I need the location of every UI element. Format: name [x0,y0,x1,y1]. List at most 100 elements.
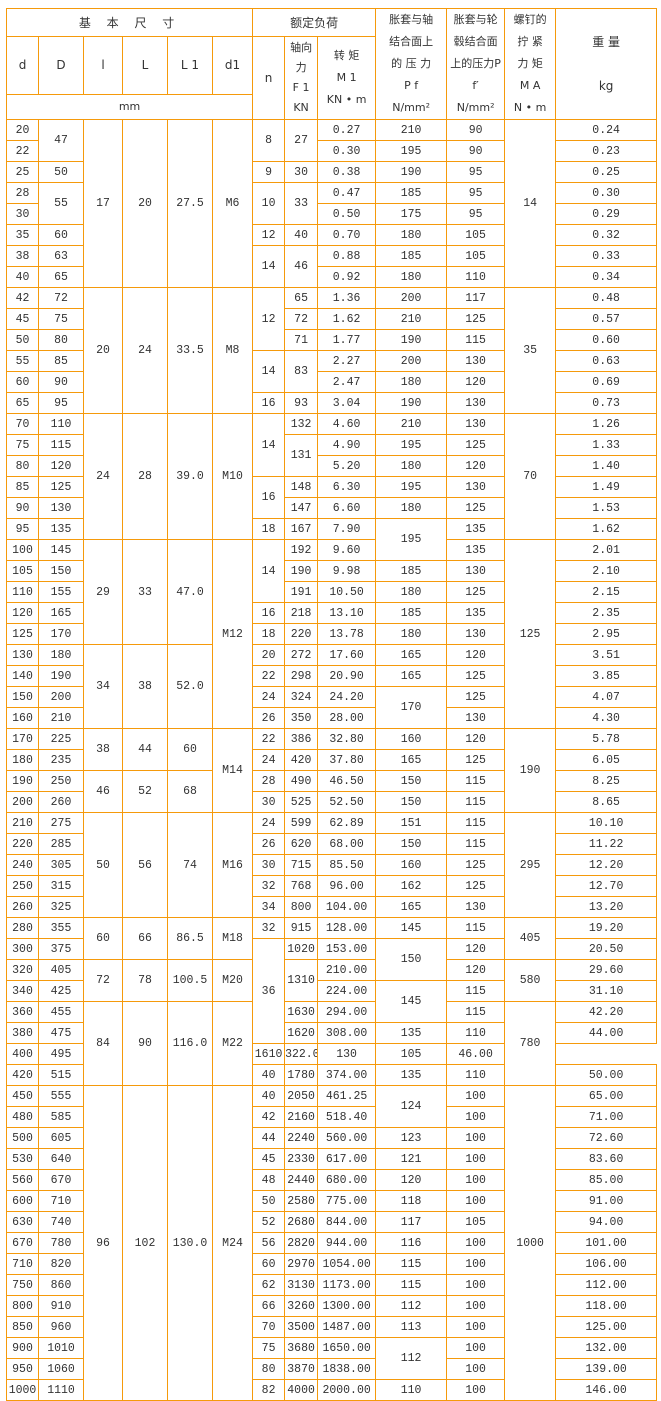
table-cell: 200 [6,791,39,813]
table-cell: 185 [375,560,448,582]
table-cell: 20 [122,119,168,288]
table-cell: 14 [252,413,286,477]
table-cell: 130 [446,707,506,729]
header-n: n [252,36,286,120]
table-cell: 200 [375,350,448,372]
table-cell: 2.35 [555,602,658,624]
table-cell: 1000 [504,1085,557,1401]
table-cell: 95 [6,518,39,540]
table-cell: 322.00 [284,1043,319,1065]
table-cell: 40 [6,266,39,288]
table-cell: 1.33 [555,434,658,456]
table-cell: 950 [6,1358,39,1380]
table-cell: 140 [6,665,39,687]
table-cell: 95 [446,182,506,204]
header-weight: 重 量 kg [555,8,658,120]
table-row: 25 50 9 30 0.38 190 95 0.25 [6,161,658,183]
table-cell: 670 [38,1169,84,1191]
table-cell: 62.89 [317,812,377,834]
table-cell: 18 [252,623,286,645]
table-cell: 210 [375,413,448,435]
table-cell: 1054.00 [317,1253,377,1275]
table-cell: 495 [38,1043,84,1065]
table-cell: 100 [446,1127,506,1149]
table-cell: 0.60 [555,329,658,351]
table-cell: 115 [375,1274,448,1296]
table-cell: 12.70 [555,875,658,897]
table-cell: 294.00 [317,1001,377,1023]
table-cell: 5.78 [555,728,658,750]
table-cell: 55 [6,350,39,372]
header-L1: L 1 [167,36,213,95]
table-row: 170 225 38 44 60 M14 22 386 32.80 160 120 190 5.78 [6,728,658,813]
table-cell: 145 [38,539,84,561]
expansion-sleeve-spec-table: 基 本 尺 寸 额定负荷 胀套与轴 结合面上 的 压 力 P f N/mm² 胀… [5,8,658,1401]
table-body: 20 47 17 20 27.5 M6 8 27 0.27 210 90 14 0.24 22 0.30 19… [6,119,658,1401]
table-cell: 185 [375,602,448,624]
table-cell: 715 [284,854,319,876]
table-cell: 117 [446,287,506,309]
table-cell: 599 [284,812,319,834]
table-cell: 123 [375,1127,448,1149]
table-cell: M12 [211,539,254,729]
table-cell: 210 [38,707,84,729]
table-cell: 518.40 [317,1106,377,1128]
table-cell: 250 [38,770,84,792]
header-rated-load: 额定负荷 [252,8,377,37]
table-cell: 130 [446,623,506,645]
table-cell: 50 [38,161,84,183]
table-cell: 0.25 [555,161,658,183]
table-cell: 65 [38,266,84,288]
table-cell: 70 [6,413,39,435]
table-cell: 2240 [284,1127,319,1149]
table-cell: 1.53 [555,497,658,519]
table-cell: 24 [252,749,286,771]
table-cell: 461.25 [317,1085,377,1107]
table-cell: 1838.00 [317,1358,377,1380]
table-cell: 85.00 [555,1169,658,1191]
table-cell: 44 [122,728,168,771]
table-cell: 91.00 [555,1190,658,1212]
table-cell: 3870 [284,1358,319,1380]
table-cell: 33 [284,182,319,225]
table-cell: 1010 [38,1337,84,1359]
table-cell: 72 [284,308,319,330]
table-cell: 145 [375,917,448,939]
table-cell: 0.63 [555,350,658,372]
table-cell: 860 [38,1274,84,1296]
table-cell: 420 [6,1064,39,1086]
table-row: 800 910 66 3260 1300.00 112 100 118.00 [6,1295,658,1317]
table-row: 220 285 26 620 68.00 150 115 11.22 [6,833,658,855]
table-row: 190 250 46 52 68 28 490 46.50 150 115 8.25 [6,770,658,813]
table-cell: 3260 [284,1295,319,1317]
table-cell: 224.00 [317,980,377,1002]
table-cell: 96 [83,1085,123,1401]
table-cell: 0.88 [317,245,377,267]
table-cell: 125 [446,749,506,771]
table-cell: 130 [446,413,506,435]
table-cell: 844.00 [317,1211,377,1233]
table-cell: 360 [6,1001,39,1023]
table-row: 130 180 34 38 52.0 20 272 17.60 165 120 3.51 [6,644,658,729]
table-cell: 125 [446,434,506,456]
table-cell: 8.25 [555,770,658,792]
table-cell: 944.00 [317,1232,377,1254]
table-cell: 101.00 [555,1232,658,1254]
table-cell: 165 [375,896,448,918]
table-cell: 120 [6,602,39,624]
table-cell: 200 [38,686,84,708]
header-axial-force: 轴向 力 F 1 KN [284,36,319,120]
table-cell: 2.15 [555,581,658,603]
table-cell: 121 [375,1148,448,1170]
table-cell: 35 [504,287,557,414]
table-cell: 165 [375,749,448,771]
table-cell: 42 [252,1106,286,1128]
table-cell: 7.90 [317,518,377,540]
table-cell: 30 [252,854,286,876]
table-cell: 515 [38,1064,84,1086]
table-cell: 490 [284,770,319,792]
table-cell: 1.40 [555,455,658,477]
table-cell: 1610 [252,1043,286,1065]
table-cell: 190 [375,392,448,414]
table-cell: 8.65 [555,791,658,813]
